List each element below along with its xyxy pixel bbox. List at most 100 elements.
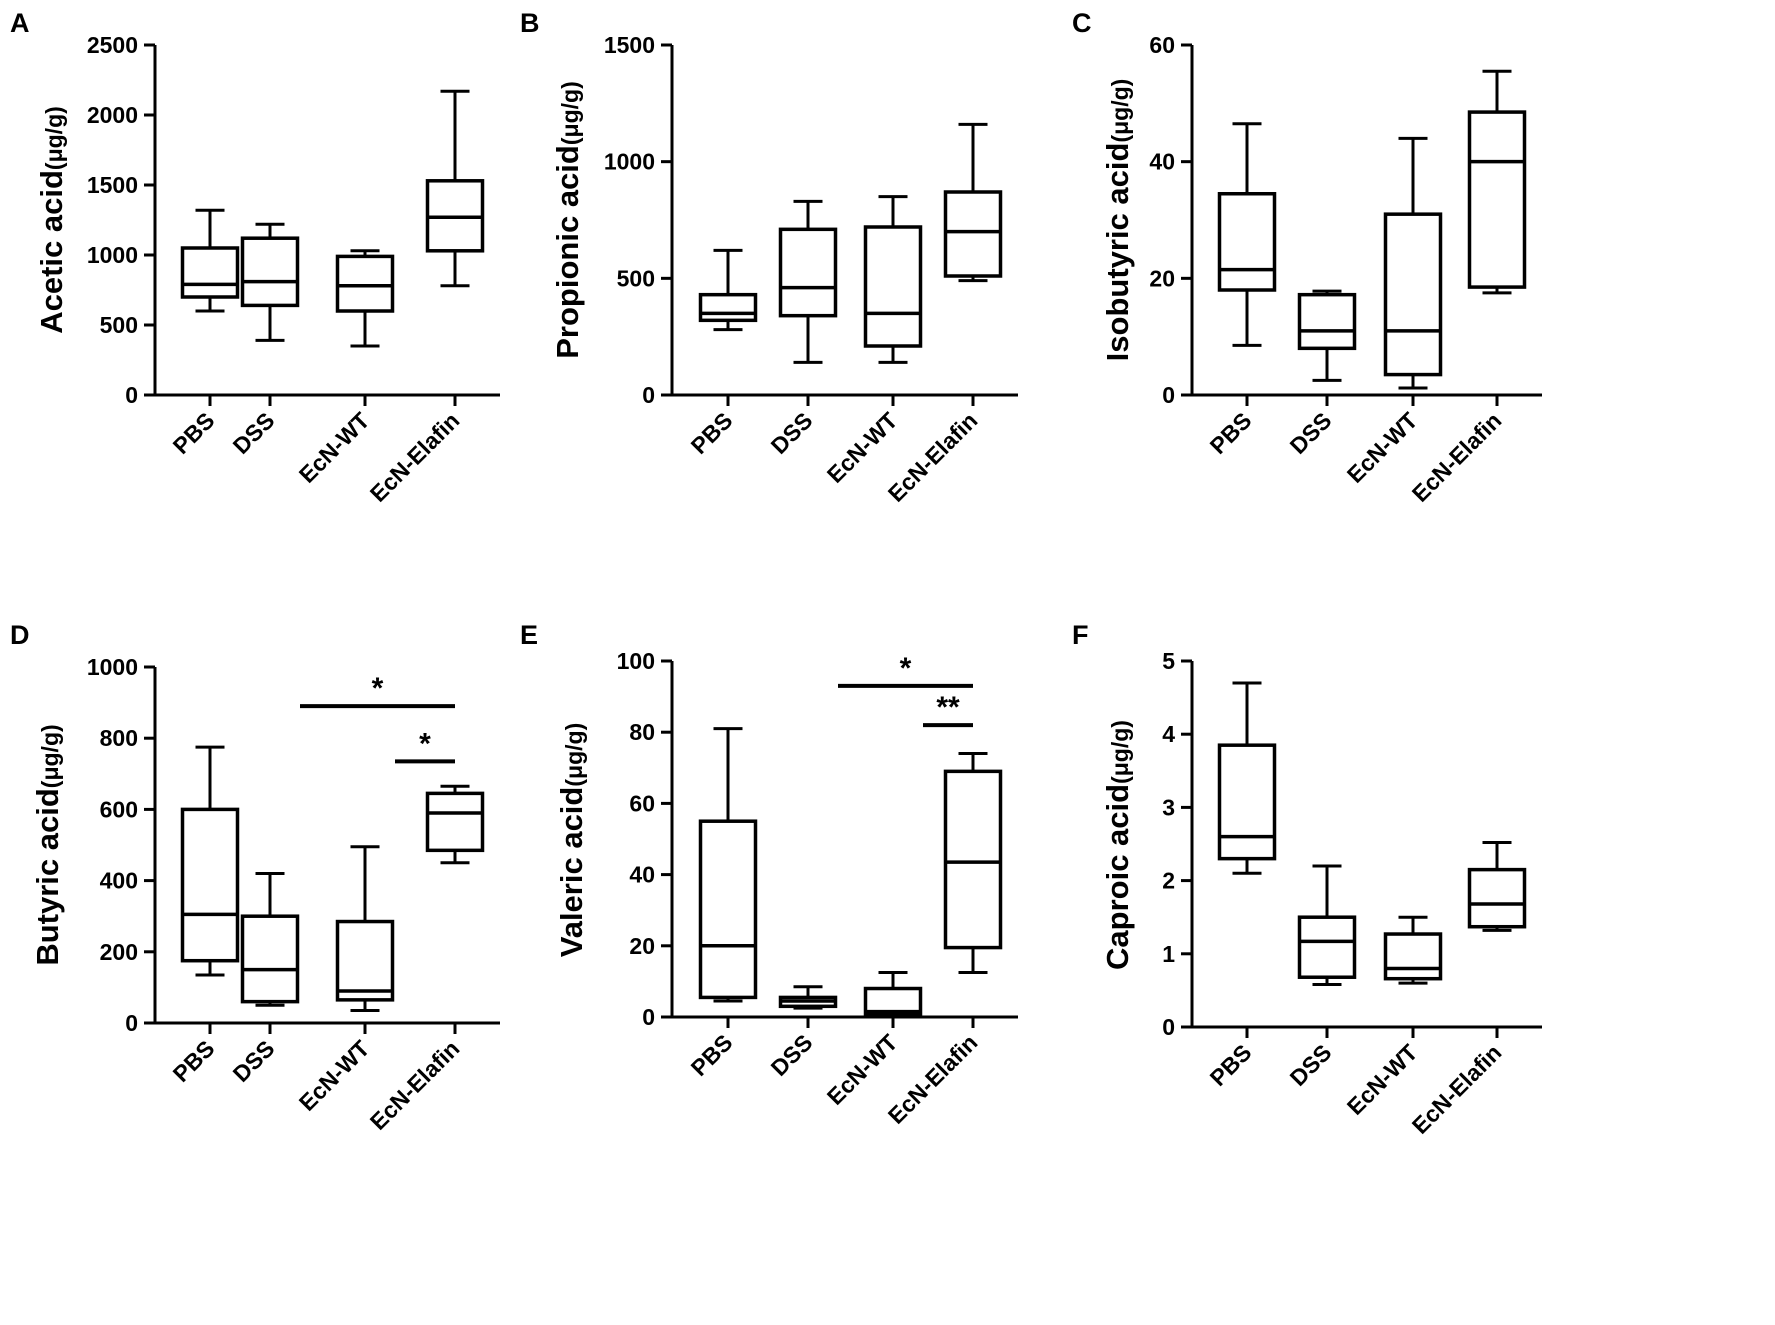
- box-iqr: [1467, 867, 1527, 929]
- box-iqr: [1297, 915, 1357, 979]
- y-axis-label-name: Butyric acid: [30, 788, 65, 965]
- box-dss: [240, 871, 300, 1007]
- y-axis-label-unit: (μg/g): [41, 106, 67, 170]
- y-tick-label: 5: [1162, 648, 1175, 674]
- box-pbs: [698, 248, 758, 332]
- y-tick-label: 200: [100, 939, 138, 965]
- y-tick-label: 60: [1149, 32, 1175, 58]
- box-dss: [778, 199, 838, 364]
- x-tick-label: PBS: [1205, 1039, 1257, 1091]
- box-dss: [1297, 289, 1357, 382]
- y-tick-label: 400: [100, 868, 138, 894]
- y-tick-label: 40: [1149, 149, 1175, 175]
- panel-letter: D: [10, 620, 30, 650]
- x-tick-label: DSS: [1285, 1039, 1337, 1091]
- panel-a: A 0 500 1000 1500 2000 2500 PBS DSS EcN-WTEcN-Ela…: [10, 8, 500, 507]
- y-axis-label-name: Propionic acid: [550, 145, 585, 359]
- box-iqr: [180, 246, 240, 299]
- y-axis-label: Caproic acid(μg/g): [1100, 720, 1135, 970]
- box-iqr: [943, 769, 1003, 950]
- box-iqr: [425, 791, 485, 853]
- box-ecn-elafin: [425, 784, 485, 865]
- y-tick-label: 100: [617, 648, 655, 674]
- box-iqr: [335, 919, 395, 1002]
- significance-label: *: [900, 652, 912, 685]
- box-iqr: [1467, 110, 1527, 289]
- box-ecn-wt: [863, 195, 923, 364]
- box-iqr: [1217, 192, 1277, 292]
- y-tick-label: 40: [629, 862, 655, 888]
- y-tick-label: 1000: [87, 654, 138, 680]
- x-tick-label: EcN-WT: [1342, 407, 1423, 488]
- x-tick-label: EcN-WT: [822, 1029, 903, 1110]
- y-tick-label: 500: [617, 265, 655, 291]
- x-tick-label: DSS: [766, 1029, 818, 1081]
- box-ecn-elafin: [943, 752, 1003, 974]
- box-iqr: [1383, 932, 1443, 981]
- x-tick-label: EcN-Elafin: [1407, 407, 1507, 507]
- y-axis-label-name: Acetic acid: [34, 170, 69, 334]
- box-ecn-elafin: [1467, 841, 1527, 932]
- y-tick-label: 0: [1162, 1014, 1175, 1040]
- panel-letter: F: [1072, 620, 1089, 650]
- y-axis-label: Acetic acid(μg/g): [34, 106, 69, 334]
- y-axis-label-name: Valeric acid: [554, 787, 589, 958]
- significance-label: *: [419, 727, 431, 760]
- y-tick-label: 0: [1162, 382, 1175, 408]
- box-pbs: [1217, 122, 1277, 347]
- box-ecn-elafin: [425, 89, 485, 288]
- y-tick-label: 600: [100, 796, 138, 822]
- box-ecn-wt: [863, 971, 923, 1018]
- x-tick-label: EcN-WT: [822, 407, 903, 488]
- box-dss: [240, 222, 300, 342]
- box-iqr: [778, 227, 838, 318]
- y-tick-label: 1500: [604, 32, 655, 58]
- box-iqr: [698, 292, 758, 323]
- y-tick-label: 2500: [87, 32, 138, 58]
- y-tick-label: 0: [125, 1010, 138, 1036]
- box-iqr: [335, 254, 395, 313]
- x-tick-label: EcN-WT: [294, 407, 375, 488]
- x-tick-label: EcN-Elafin: [365, 407, 465, 507]
- x-tick-label: EcN-Elafin: [365, 1035, 465, 1135]
- panel-letter: E: [520, 620, 538, 650]
- box-pbs: [180, 745, 240, 977]
- box-ecn-elafin: [943, 122, 1003, 283]
- box-iqr: [1383, 212, 1443, 377]
- y-tick-label: 0: [642, 1004, 655, 1030]
- box-dss: [778, 985, 838, 1010]
- panel-d: D 0 200 400 600 800 1000 PBS DSS EcN-WTEcN-Elafin…: [10, 620, 500, 1135]
- y-axis-label-unit: (μg/g): [557, 81, 583, 145]
- y-tick-label: 0: [642, 382, 655, 408]
- x-tick-label: DSS: [228, 407, 280, 459]
- box-iqr: [863, 225, 923, 348]
- x-tick-label: PBS: [168, 407, 220, 459]
- y-tick-label: 500: [100, 312, 138, 338]
- box-iqr: [698, 819, 758, 1000]
- box-iqr: [180, 807, 240, 963]
- box-iqr: [863, 986, 923, 1016]
- x-tick-label: PBS: [168, 1035, 220, 1087]
- y-axis-label-unit: (μg/g): [1107, 79, 1133, 143]
- box-ecn-wt: [1383, 136, 1443, 390]
- y-tick-label: 20: [1149, 265, 1175, 291]
- y-tick-label: 1000: [87, 242, 138, 268]
- y-tick-label: 2: [1162, 868, 1175, 894]
- panel-letter: A: [10, 8, 30, 38]
- y-axis-label: Propionic acid(μg/g): [550, 81, 585, 359]
- box-iqr: [943, 190, 1003, 278]
- y-tick-label: 60: [629, 790, 655, 816]
- x-tick-label: EcN-WT: [294, 1035, 375, 1116]
- y-axis-label: Isobutyric acid(μg/g): [1100, 79, 1135, 362]
- significance-label: *: [372, 672, 384, 705]
- x-tick-label: EcN-WT: [1342, 1039, 1423, 1120]
- box-pbs: [1217, 681, 1277, 875]
- y-axis-label-unit: (μg/g): [561, 723, 587, 787]
- significance-label: **: [936, 691, 960, 724]
- y-axis-label-unit: (μg/g): [37, 724, 63, 788]
- x-tick-label: DSS: [766, 407, 818, 459]
